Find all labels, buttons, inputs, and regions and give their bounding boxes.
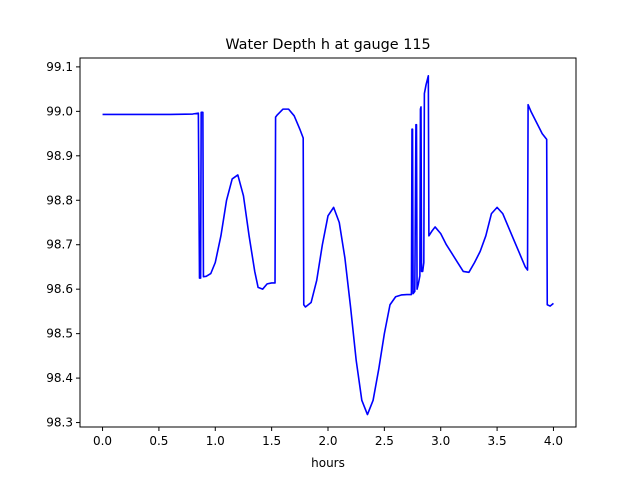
y-tick-label: 98.8 [46, 193, 73, 207]
x-tick-label: 2.0 [318, 434, 337, 448]
x-tick-label: 0.0 [93, 434, 112, 448]
y-tick-label: 98.7 [46, 238, 73, 252]
y-tick-label: 98.6 [46, 282, 73, 296]
series-line-1 [102, 74, 554, 416]
plot-area [102, 74, 554, 416]
y-axis: 98.3 98.4 98.5 98.6 98.7 98.8 98.9 99.0 99.1 [46, 60, 80, 430]
x-tick-label: 2.5 [375, 434, 394, 448]
x-axis: 0.0 0.5 1.0 1.5 2.0 2.5 3.0 3.5 4.0 [93, 427, 563, 448]
y-tick-label: 98.4 [46, 371, 73, 385]
y-tick-label: 99.0 [46, 104, 73, 118]
y-tick-label: 98.3 [46, 416, 73, 430]
x-tick-label: 0.5 [149, 434, 168, 448]
x-tick-label: 1.0 [206, 434, 225, 448]
x-tick-label: 1.5 [262, 434, 281, 448]
y-tick-label: 98.9 [46, 149, 73, 163]
y-tick-label: 98.5 [46, 327, 73, 341]
y-tick-label: 99.1 [46, 60, 73, 74]
x-tick-label: 3.0 [431, 434, 450, 448]
x-axis-label: hours [311, 456, 345, 470]
chart-title: Water Depth h at gauge 115 [225, 37, 430, 53]
x-tick-label: 4.0 [544, 434, 563, 448]
x-tick-label: 3.5 [488, 434, 507, 448]
